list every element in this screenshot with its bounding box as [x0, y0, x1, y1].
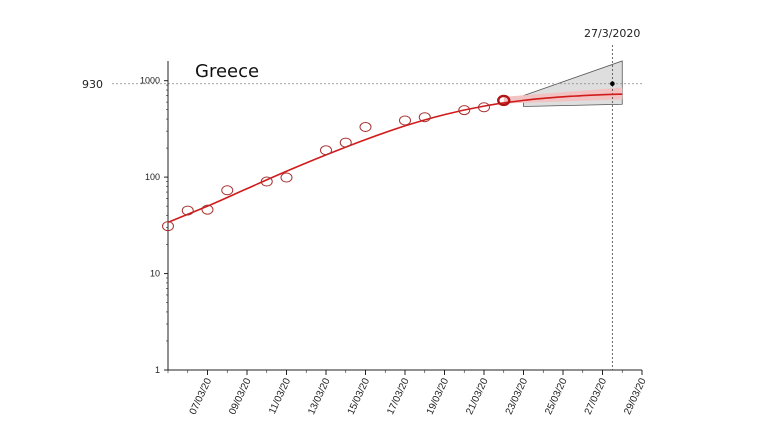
reference-date-label: 27/3/2020 — [584, 27, 640, 40]
labels: Greece 930 27/3/2020 — [82, 27, 640, 91]
x-tick-label: 13/03/20 — [306, 376, 333, 416]
x-tick-label: 27/03/20 — [583, 376, 610, 416]
data-point — [320, 145, 332, 156]
x-tick-label: 29/03/20 — [622, 376, 649, 416]
chart-title: Greece — [195, 61, 259, 82]
fit-curve — [167, 93, 623, 224]
data-point — [201, 204, 214, 215]
x-tick-label: 19/03/20 — [425, 376, 452, 416]
x-tick-label: 09/03/20 — [227, 376, 254, 416]
y-tick-label: 1 — [155, 365, 160, 375]
x-tick-label: 15/03/20 — [346, 376, 373, 416]
fit-curve-layer — [167, 93, 623, 224]
y-tick-label: 1000 — [140, 76, 160, 86]
data-point — [221, 185, 234, 196]
data-point — [418, 112, 431, 123]
reference-value-label: 930 — [82, 78, 103, 91]
x-tick-label: 25/03/20 — [543, 376, 570, 416]
x-tick-label: 11/03/20 — [267, 376, 293, 416]
prediction-point — [610, 81, 615, 87]
y-tick-label: 100 — [145, 172, 160, 182]
data-point — [162, 221, 174, 232]
data-point — [339, 137, 352, 148]
x-tick-label: 21/03/20 — [464, 376, 491, 416]
data-point — [181, 205, 194, 216]
axes: 1 10 100 1000 07/03/20 09/03/20 11/03/20 13/03/… — [140, 61, 649, 417]
data-point — [458, 105, 471, 116]
data-point — [399, 115, 411, 126]
x-tick-label: 17/03/20 — [385, 376, 412, 416]
data-point — [359, 121, 372, 132]
reference-lines — [112, 45, 642, 370]
data-point — [260, 176, 273, 187]
y-tick-label: 10 — [150, 269, 160, 279]
x-tick-label: 07/03/20 — [188, 376, 215, 416]
x-tick-label: 23/03/20 — [504, 376, 531, 416]
latest-data-point — [497, 94, 511, 107]
data-point — [280, 172, 293, 183]
data-points — [162, 81, 615, 232]
data-point — [478, 102, 490, 113]
